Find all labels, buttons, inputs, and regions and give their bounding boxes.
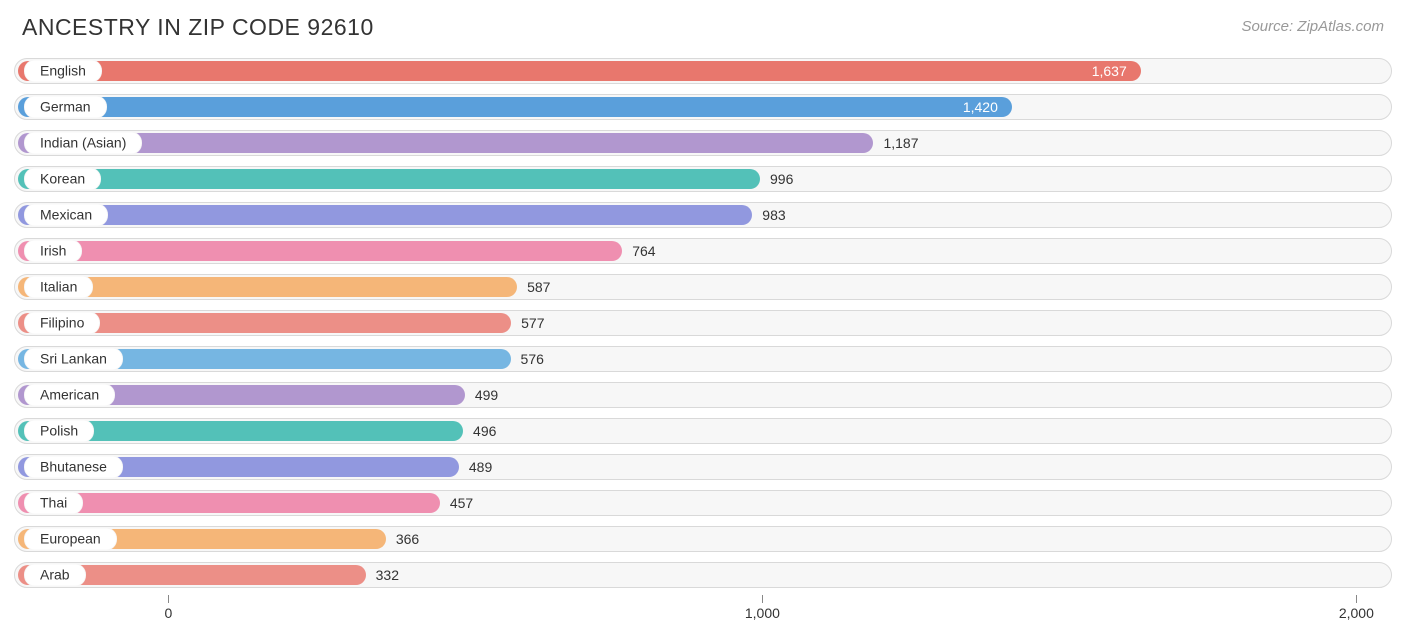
chart-area: English 1,637 German 1,420 Indian (Asian) 1,1… bbox=[0, 49, 1406, 591]
bar-row: Irish 764 bbox=[14, 235, 1392, 267]
value-label: 457 bbox=[450, 495, 473, 511]
value-label: 764 bbox=[632, 243, 655, 259]
value-label: 496 bbox=[473, 423, 496, 439]
bar-row: European 366 bbox=[14, 523, 1392, 555]
bar-row: American 499 bbox=[14, 379, 1392, 411]
bar bbox=[18, 241, 622, 261]
value-label: 1,637 bbox=[1092, 63, 1127, 79]
category-label: Sri Lankan bbox=[24, 347, 123, 370]
category-label: Filipino bbox=[24, 311, 100, 334]
value-label: 499 bbox=[475, 387, 498, 403]
bar-row: Sri Lankan 576 bbox=[14, 343, 1392, 375]
axis-tick bbox=[762, 595, 763, 603]
axis-tick bbox=[168, 595, 169, 603]
chart-header: ANCESTRY IN ZIP CODE 92610 Source: ZipAt… bbox=[0, 0, 1406, 49]
axis-tick-label: 0 bbox=[165, 605, 173, 621]
category-label: American bbox=[24, 383, 115, 406]
axis-tick-label: 2,000 bbox=[1339, 605, 1374, 621]
value-label: 587 bbox=[527, 279, 550, 295]
bar bbox=[18, 169, 760, 189]
axis-tick bbox=[1356, 595, 1357, 603]
category-label: Irish bbox=[24, 239, 82, 262]
category-label: Thai bbox=[24, 491, 83, 514]
value-label: 996 bbox=[770, 171, 793, 187]
category-label: Mexican bbox=[24, 203, 108, 226]
bar-row: Bhutanese 489 bbox=[14, 451, 1392, 483]
bar-row: Indian (Asian) 1,187 bbox=[14, 127, 1392, 159]
value-label: 577 bbox=[521, 315, 544, 331]
value-label: 983 bbox=[762, 207, 785, 223]
bar bbox=[18, 97, 1012, 117]
category-label: Korean bbox=[24, 167, 101, 190]
category-label: Polish bbox=[24, 419, 94, 442]
axis-tick-label: 1,000 bbox=[745, 605, 780, 621]
bar bbox=[18, 133, 873, 153]
category-label: German bbox=[24, 95, 107, 118]
value-label: 489 bbox=[469, 459, 492, 475]
value-label: 576 bbox=[521, 351, 544, 367]
category-label: English bbox=[24, 59, 102, 82]
bar bbox=[18, 61, 1141, 81]
bar-row: German 1,420 bbox=[14, 91, 1392, 123]
category-label: Bhutanese bbox=[24, 455, 123, 478]
value-label: 366 bbox=[396, 531, 419, 547]
bar-row: Thai 457 bbox=[14, 487, 1392, 519]
chart-source: Source: ZipAtlas.com bbox=[1241, 18, 1384, 35]
bar-row: Polish 496 bbox=[14, 415, 1392, 447]
bar-row: Filipino 577 bbox=[14, 307, 1392, 339]
category-label: Indian (Asian) bbox=[24, 131, 142, 154]
bar-row: Italian 587 bbox=[14, 271, 1392, 303]
bar-row: English 1,637 bbox=[14, 55, 1392, 87]
bar-row: Mexican 983 bbox=[14, 199, 1392, 231]
bar-row: Arab 332 bbox=[14, 559, 1392, 591]
bar-row: Korean 996 bbox=[14, 163, 1392, 195]
x-axis: 0 1,000 2,000 bbox=[14, 595, 1392, 627]
category-label: Arab bbox=[24, 563, 86, 586]
category-label: European bbox=[24, 527, 117, 550]
bar bbox=[18, 205, 752, 225]
value-label: 332 bbox=[376, 567, 399, 583]
category-label: Italian bbox=[24, 275, 93, 298]
chart-title: ANCESTRY IN ZIP CODE 92610 bbox=[22, 14, 374, 41]
value-label: 1,187 bbox=[883, 135, 918, 151]
value-label: 1,420 bbox=[963, 99, 998, 115]
